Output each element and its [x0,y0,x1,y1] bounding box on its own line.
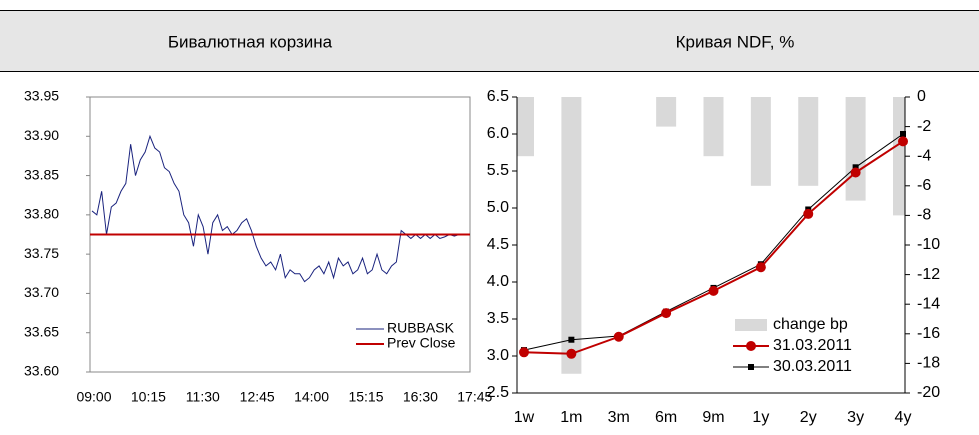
y2-tick-label: -20 [917,384,940,401]
x-tick-label: 15:15 [348,389,383,405]
y-tick-label: 3.0 [487,347,509,364]
x-tick-label: 12:45 [240,389,275,405]
y2-tick-label: -14 [917,295,940,312]
point [519,347,529,358]
legend-label: Prev Close [387,335,456,351]
legend-label: RUBBASK [387,320,455,336]
x-tick-label: 10:15 [131,389,166,405]
y-tick-label: 6.0 [487,125,509,142]
legend-marker [748,364,754,370]
x-tick-label: 9m [702,409,724,426]
point [708,285,719,296]
y2-tick-label: 0 [917,88,926,105]
bar [750,97,771,186]
bar [517,97,534,157]
y-tick-label: 4.5 [487,236,509,253]
y-tick-label: 2.5 [487,384,509,401]
x-tick-label: 1y [752,409,769,426]
y2-tick-label: -6 [917,177,931,194]
point [898,136,908,147]
y-tick-label: 33.80 [24,206,59,222]
y-tick-label: 33.85 [24,166,59,182]
x-tick-label: 3y [847,409,864,426]
bars [517,97,905,374]
y-tick-label: 4.0 [487,273,509,290]
legend-label: 31.03.2011 [773,337,852,354]
y2-tick-label: -16 [917,325,940,342]
point [661,308,672,319]
x-tick-label: 4y [895,409,912,426]
x-tick-label: 09:00 [76,389,111,405]
bar [798,97,819,186]
y2-tick-label: -12 [917,266,940,283]
y-tick-label: 33.60 [24,363,59,379]
bar [845,97,866,201]
x-tick-label: 2y [800,409,817,426]
bar [703,97,724,157]
y-tick-label: 3.5 [487,310,509,327]
point [803,208,814,219]
y2-tick-label: -2 [917,118,931,135]
x-tick-label: 17:45 [457,389,492,405]
y-tick-label: 33.65 [24,323,59,339]
x-tick-label: 1m [560,409,582,426]
bar [656,97,677,127]
y-tick-label: 6.5 [487,88,509,105]
point [613,331,624,342]
y2-tick-label: -10 [917,236,940,253]
header-band [0,11,979,71]
legend-label: 30.03.2011 [773,358,852,375]
y2-tick-label: -4 [917,147,931,164]
chart-title: Кривая NDF, % [676,32,795,51]
price-line [91,134,464,283]
y-tick-label: 33.95 [24,88,59,104]
y2-tick-label: -18 [917,355,940,372]
point [755,262,766,273]
x-tick-label: 3m [608,409,630,426]
legend-swatch [735,319,767,331]
legend-label: change bp [773,316,848,333]
point [566,348,577,359]
x-tick-label: 16:30 [403,389,438,405]
point [850,167,861,178]
legend-marker [746,341,756,351]
y2-tick-label: -8 [917,207,931,224]
x-tick-label: 14:00 [294,389,329,405]
chart-title: Бивалютная корзина [168,32,333,51]
x-tick-label: 6m [655,409,677,426]
point [568,336,575,343]
y-tick-label: 5.0 [487,199,509,216]
bar [893,97,905,216]
point [900,131,906,137]
y-tick-label: 33.90 [24,127,59,143]
x-tick-label: 1w [514,409,535,426]
bar [561,97,582,374]
point [852,164,859,171]
x-tick-label: 11:30 [186,389,220,405]
y-tick-label: 5.5 [487,162,509,179]
y-tick-label: 33.75 [24,245,59,261]
y-tick-label: 33.70 [24,284,59,300]
